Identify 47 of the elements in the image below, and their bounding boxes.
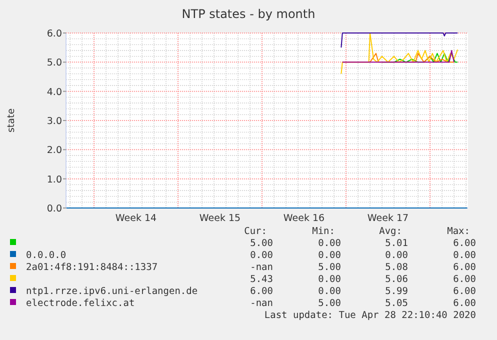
text: 6.00 — [250, 286, 274, 297]
x-tick-label: Week 15 — [199, 213, 241, 224]
line-series — [340, 32, 458, 74]
text: 0.00 — [318, 250, 342, 261]
legend-label: 0.0.0.0 — [26, 250, 66, 261]
y-tick-label: 3.0 — [46, 116, 62, 127]
text: 6.00 — [453, 238, 476, 249]
text: 6.00 — [453, 286, 476, 297]
text: 5.06 — [385, 274, 408, 285]
x-tick-label: Week 17 — [367, 213, 409, 224]
text: 6.00 — [453, 298, 476, 309]
text: 6.00 — [453, 262, 476, 273]
text: 5.00 — [318, 262, 342, 273]
text: 6.00 — [453, 274, 476, 285]
text: -nan — [250, 262, 273, 273]
text: 0.00 — [318, 286, 342, 297]
text: 5.05 — [385, 298, 408, 309]
x-tick-label: Week 14 — [115, 213, 157, 224]
y-tick-label: 5.0 — [46, 58, 62, 69]
y-tick-label: 2.0 — [46, 145, 62, 156]
text: 0.00 — [453, 250, 476, 261]
legend-label: 2a01:4f8:191:8484::1337 — [26, 262, 158, 273]
text: 5.43 — [250, 274, 273, 285]
text: 0.00 — [318, 238, 342, 249]
y-tick-label: 1.0 — [46, 174, 62, 186]
text: 0.00 — [250, 250, 274, 261]
y-tick-label: 0.0 — [46, 204, 62, 214]
text: Cur: — [244, 226, 267, 237]
text: 5.99 — [385, 286, 408, 297]
text: 5.00 — [318, 298, 342, 309]
text: Max: — [447, 226, 470, 237]
text: 5.01 — [385, 238, 408, 249]
text: 5.00 — [250, 238, 274, 249]
x-tick-label: Week 16 — [283, 213, 325, 224]
text: 5.08 — [385, 262, 408, 273]
text: Last update: Tue Apr 28 22:10:40 2020 — [264, 310, 476, 321]
text: 0.00 — [385, 250, 408, 261]
chart-title: NTP states - by month — [182, 7, 316, 21]
text: Avg: — [379, 226, 402, 237]
text: 0.00 — [318, 274, 342, 285]
y-axis-title: state — [6, 108, 17, 133]
legend-label: electrode.felixc.at — [26, 298, 135, 309]
text: -nan — [250, 298, 273, 309]
text: Min: — [312, 226, 335, 237]
y-tick-label: 6.0 — [46, 28, 62, 40]
legend-label: ntp1.rrze.ipv6.uni-erlangen.de — [26, 286, 198, 297]
y-tick-label: 4.0 — [46, 86, 62, 98]
